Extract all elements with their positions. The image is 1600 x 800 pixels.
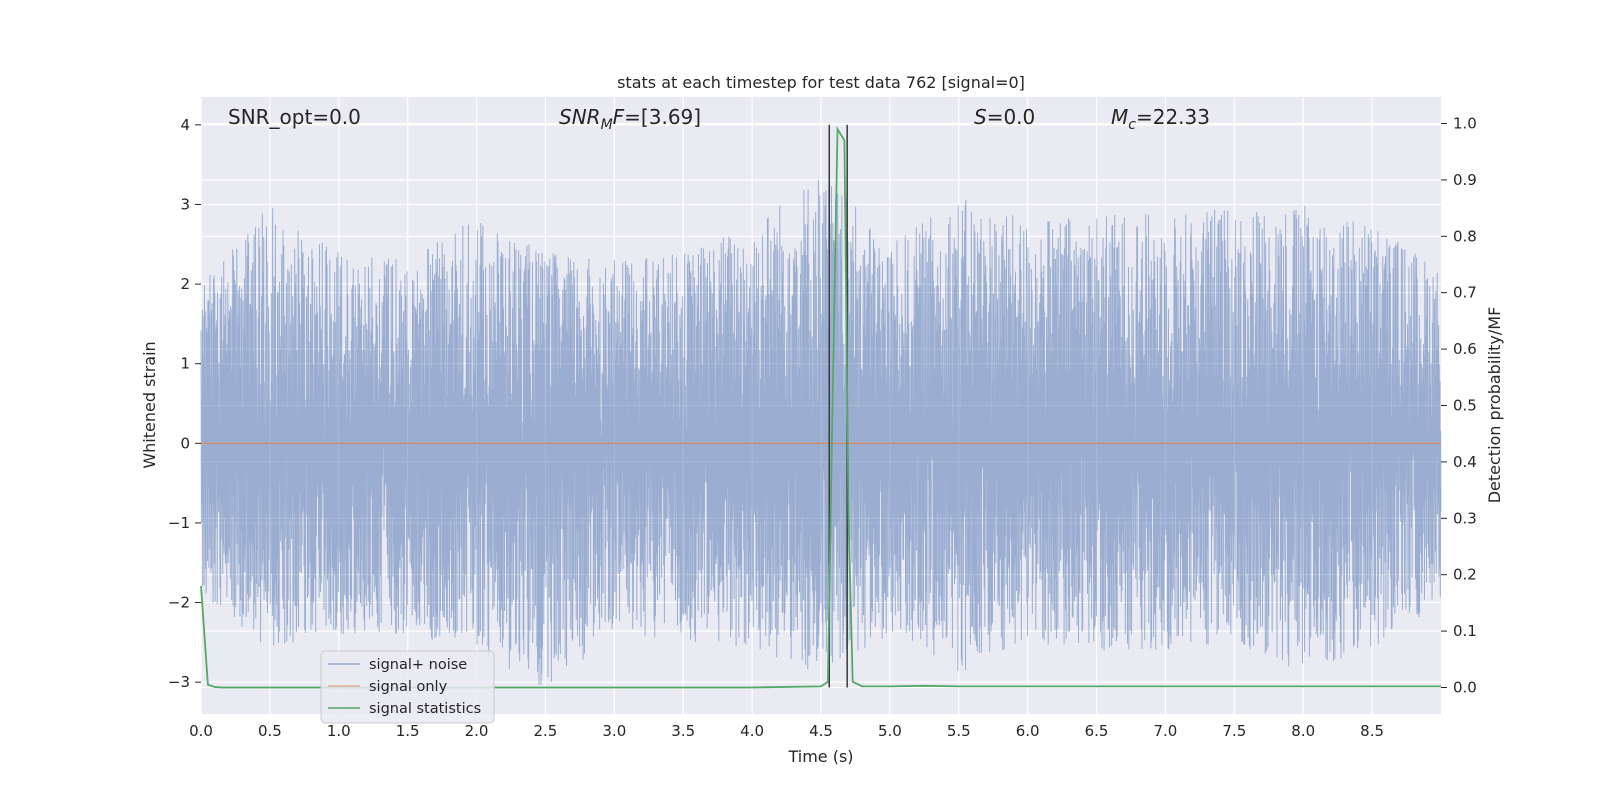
left-y-tick-label: −1 [168,514,190,532]
right-y-tick-label: 0.2 [1453,566,1477,584]
x-tick-label: 8.0 [1291,722,1315,740]
x-tick-label: 6.0 [1016,722,1040,740]
x-tick-label: 1.5 [396,722,420,740]
annotation-snr-opt: SNR_opt=0.0 [228,105,361,129]
x-tick-label: 3.0 [602,722,626,740]
left-y-tick-label: −3 [168,673,190,691]
x-axis-ticks: 0.0 0.5 1.0 1.5 2.0 2.5 3.0 3.5 4.0 4.5 5.0 5.5 6.0 6… [189,722,1384,740]
snr-mf-value: =[3.69] [624,105,701,129]
x-tick-label: 3.5 [671,722,695,740]
x-tick-label: 5.0 [878,722,902,740]
left-y-tick-label: 3 [180,195,190,213]
legend-label-signal-statistics: signal statistics [369,701,481,717]
x-axis-label: Time (s) [787,747,853,766]
x-tick-label: 4.0 [740,722,764,740]
right-y-tick-label: 0.8 [1453,227,1477,245]
mc-base: M [1111,105,1128,129]
x-tick-label: 7.0 [1154,722,1178,740]
left-y-tick-label: 0 [180,434,190,452]
right-y-tick-label: 0.6 [1453,340,1477,358]
x-tick-label: 0.0 [189,722,213,740]
left-y-tick-label: 4 [180,116,190,134]
right-y-tick-label: 0.0 [1453,678,1477,696]
snr-mf-base: SNR [559,105,601,129]
snr-mf-tail: F [613,105,625,129]
signal-statistics-series [200,126,1441,689]
x-tick-label: 6.5 [1085,722,1109,740]
x-tick-label: 7.5 [1222,722,1246,740]
s-label: S [974,105,987,129]
mc-subscript: c [1128,117,1136,133]
s-value: =0.0 [987,105,1036,129]
signal-statistics-line [200,126,1441,689]
left-y-axis-ticks: 4 3 2 1 0 −1 −2 −3 [168,116,201,691]
right-y-tick-label: 0.9 [1453,171,1477,189]
signal-noise-series [200,180,1442,686]
x-tick-label: 4.5 [809,722,833,740]
right-y-axis-ticks: 1.0 0.9 0.8 0.7 0.6 0.5 0.4 0.3 0.2 0.1 0.0 [1441,115,1477,696]
y-axis-label-right: Detection probability/MF [1485,307,1504,504]
y-axis-label-left: Whitened strain [140,341,159,468]
signal-noise-line [200,180,1442,686]
right-y-tick-label: 0.1 [1453,622,1477,640]
annotation-s: S=0.0 [974,105,1035,129]
x-tick-label: 2.5 [534,722,558,740]
annotation-snr-mf: SNRMF=[3.69] [559,105,701,133]
right-y-tick-label: 1.0 [1453,115,1477,133]
legend-label-signal-noise: signal+ noise [369,657,467,673]
legend: signal+ noise signal only signal statist… [320,650,495,724]
x-tick-label: 8.5 [1360,722,1384,740]
right-y-tick-label: 0.4 [1453,453,1477,471]
x-tick-label: 2.0 [465,722,489,740]
legend-label-signal-only: signal only [369,679,448,695]
snr-mf-subscript: M [601,117,613,133]
x-tick-label: 1.0 [327,722,351,740]
right-y-tick-label: 0.3 [1453,509,1477,527]
left-y-tick-label: 2 [180,275,190,293]
right-y-tick-label: 0.5 [1453,397,1477,415]
right-y-tick-label: 0.7 [1453,284,1477,302]
x-tick-label: 0.5 [258,722,282,740]
chart-title: stats at each timestep for test data 762… [617,73,1025,92]
legend-box [320,650,495,724]
left-y-tick-label: 1 [180,355,190,373]
left-y-tick-label: −2 [168,594,190,612]
x-tick-label: 5.5 [947,722,971,740]
annotation-mc: Mc=22.33 [1111,105,1210,133]
mc-value: =22.33 [1136,105,1210,129]
